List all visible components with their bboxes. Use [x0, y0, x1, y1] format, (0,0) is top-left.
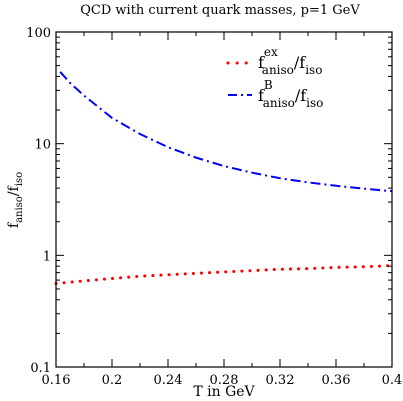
legend-item-b: fB aniso/fiso [228, 78, 323, 110]
x-tick-label: 0.36 [322, 373, 351, 388]
y-label-main: f [6, 221, 22, 228]
legend-b-main: f [258, 86, 265, 105]
x-tick-label: 0.16 [42, 373, 71, 388]
legend-b-sub1: aniso [263, 96, 295, 110]
y-axis-label: faniso/fiso [6, 172, 25, 228]
legend-ex-mid: /f [294, 53, 306, 72]
plot-frame [55, 31, 393, 368]
legend-b-mid: /f [295, 86, 307, 105]
x-axis-label: T in GeV [193, 384, 255, 400]
y-label-mid: /f [6, 184, 22, 196]
series-line-b [59, 71, 393, 193]
y-tick-label: 100 [26, 26, 51, 41]
x-tick-label: 0.24 [154, 373, 183, 388]
chart-title: QCD with current quark masses, p=1 GeV [80, 3, 360, 18]
y-tick-label: 10 [34, 138, 51, 153]
legend-b-sup: B [264, 78, 273, 92]
y-tick-label: 0.1 [30, 361, 51, 376]
plot-area [54, 31, 394, 368]
y-label-sub2: iso [14, 172, 25, 186]
y-tick-label: 1 [43, 249, 51, 264]
series-layer [54, 71, 394, 285]
legend-label-ex: fex aniso/fiso [258, 45, 322, 77]
legend-ex-sub2: iso [305, 63, 322, 77]
legend-ex-sub1: aniso [262, 63, 294, 77]
x-tick-label: 0.32 [266, 373, 295, 388]
series-line-ex [54, 264, 394, 285]
legend-ex-sup: ex [264, 45, 278, 59]
legend: fex aniso/fiso fB aniso/fiso [226, 45, 323, 110]
legend-item-ex: fex aniso/fiso [226, 45, 322, 77]
y-axis: 0.1 1 10 100 [26, 26, 392, 376]
x-tick-label: 0.28 [210, 373, 239, 388]
x-tick-label: 0.2 [102, 373, 123, 388]
legend-b-sub2: iso [306, 96, 323, 110]
x-axis: 0.16 0.2 0.24 0.28 0.32 0.36 0.4 [42, 32, 403, 388]
legend-label-b: fB aniso/fiso [258, 78, 323, 110]
y-label-sub1: aniso [14, 196, 25, 223]
legend-ex-main: f [258, 53, 265, 72]
x-tick-label: 0.4 [382, 373, 403, 388]
